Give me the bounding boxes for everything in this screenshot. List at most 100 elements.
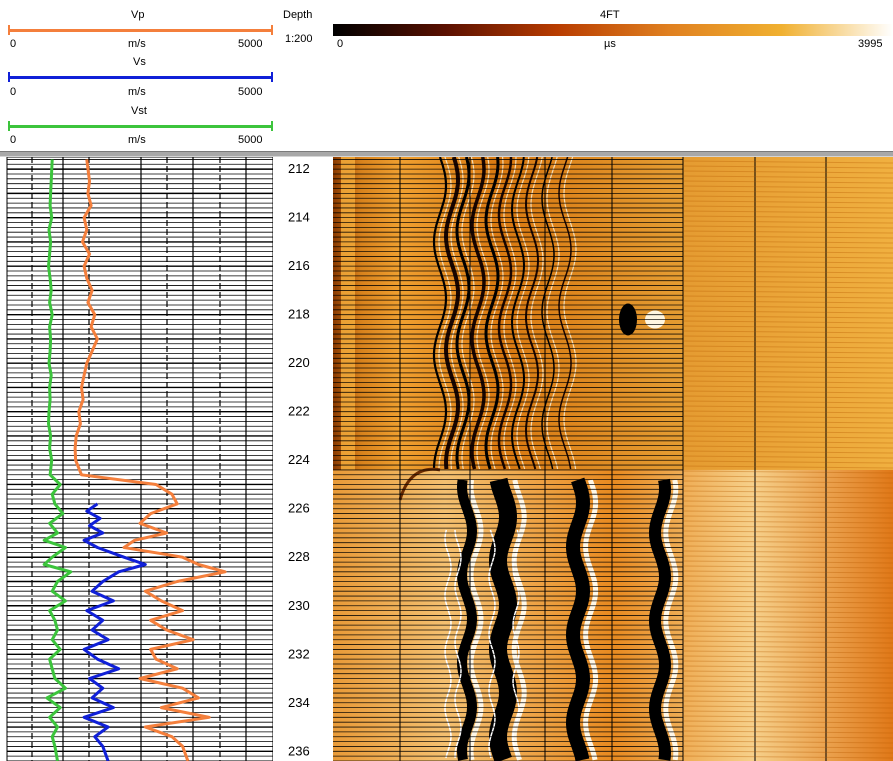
depth-label: 224 [288,452,310,467]
vp-unit: m/s [128,38,146,50]
texture-stripe [682,595,893,599]
lower-arrival-1 [456,479,478,761]
vs-scale-tick-left [8,72,10,82]
log-tracks: 212 214 216 218 220 222 224 226 228 230 232 234 236 [6,157,893,761]
texture-stripe [682,170,893,174]
texture-stripe [682,200,893,204]
texture-stripe [682,160,893,164]
texture-stripe [682,275,893,279]
vst-scale-tick-right [271,121,273,131]
texture-stripe [682,235,893,239]
vp-min: 0 [10,38,17,50]
vs-scale-tick-right [271,72,273,82]
texture-stripe [682,650,893,654]
texture-stripe [682,525,893,529]
texture-stripe [682,570,893,574]
thread-3 [488,529,496,759]
texture-stripe [682,210,893,214]
texture-stripe [682,280,893,284]
texture-stripe [682,195,893,199]
image-unit: µs [604,38,616,50]
texture-stripe [682,675,893,679]
vp-scale-bar [8,29,273,32]
arrival-10-highlight [563,157,577,470]
curve-vst [42,159,73,761]
texture-stripe [682,585,893,589]
texture-stripe [682,565,893,569]
texture-stripe [682,350,893,354]
arrival-2 [443,157,461,470]
texture-stripe [682,465,893,469]
texture-stripe [682,670,893,674]
texture-stripe [682,255,893,259]
thread-1 [444,529,452,759]
vs-max: 5000 [238,86,263,98]
texture-stripe [682,450,893,454]
arrival-8 [524,157,540,470]
depth-track-bg [273,157,333,761]
curve-vp [73,159,227,761]
arrival-10 [558,157,572,470]
vs-unit: m/s [128,86,146,98]
texture-stripe [682,365,893,369]
texture-stripe [682,645,893,649]
texture-stripe [682,500,893,504]
texture-stripe [682,665,893,669]
texture-stripe [682,705,893,709]
texture-stripe [682,730,893,734]
texture-stripe [682,490,893,494]
depth-label: 236 [288,743,310,758]
texture-stripe [682,625,893,629]
texture-stripe [682,260,893,264]
texture-stripe [682,515,893,519]
texture-stripe [682,400,893,404]
image-title: 4FT [600,9,620,21]
texture-stripe [682,335,893,339]
vp-scale-tick-left [8,25,10,35]
arrival-2-highlight [450,157,464,470]
depth-track: 212 214 216 218 220 222 224 226 228 230 232 234 236 [273,157,333,761]
vst-title: Vst [131,105,147,117]
texture-stripe [682,505,893,509]
header-separator[interactable] [0,151,893,157]
lower-arrival-3-highlight [583,479,599,761]
arrival-8-highlight [530,157,544,470]
texture-stripe [682,685,893,689]
arrival-4 [470,157,486,470]
texture-stripe [682,245,893,249]
depth-label: 228 [288,549,310,564]
texture-stripe [682,485,893,489]
texture-stripe [682,445,893,449]
image-colorbar [333,24,893,36]
texture-stripe [682,475,893,479]
image-max: 3995 [858,38,883,50]
texture-stripe [682,180,893,184]
lower-arrival-2-highlight [511,479,527,761]
texture-stripe [682,320,893,324]
texture-stripe [682,555,893,559]
texture-stripe [682,605,893,609]
texture-stripe [682,185,893,189]
vs-scale-bar [8,76,273,79]
texture-stripe [682,305,893,309]
texture-stripe [682,455,893,459]
image-min: 0 [337,38,344,50]
vp-title: Vp [131,9,145,21]
texture-stripe [682,405,893,409]
vs-title: Vs [133,56,146,68]
texture-stripe [682,635,893,639]
arrival-5-highlight [490,157,504,470]
texture-stripe [682,720,893,724]
arrival-7 [510,157,526,470]
texture-stripe [682,575,893,579]
arrival-3-highlight [461,157,475,470]
arrival-9 [541,157,555,470]
arrival-1 [432,157,448,470]
texture-stripe [682,315,893,319]
texture-stripe [682,285,893,289]
image-bright-band [341,157,355,470]
depth-label: 230 [288,598,310,613]
texture-stripe [682,600,893,604]
texture-stripe [682,270,893,274]
texture-stripe [682,620,893,624]
